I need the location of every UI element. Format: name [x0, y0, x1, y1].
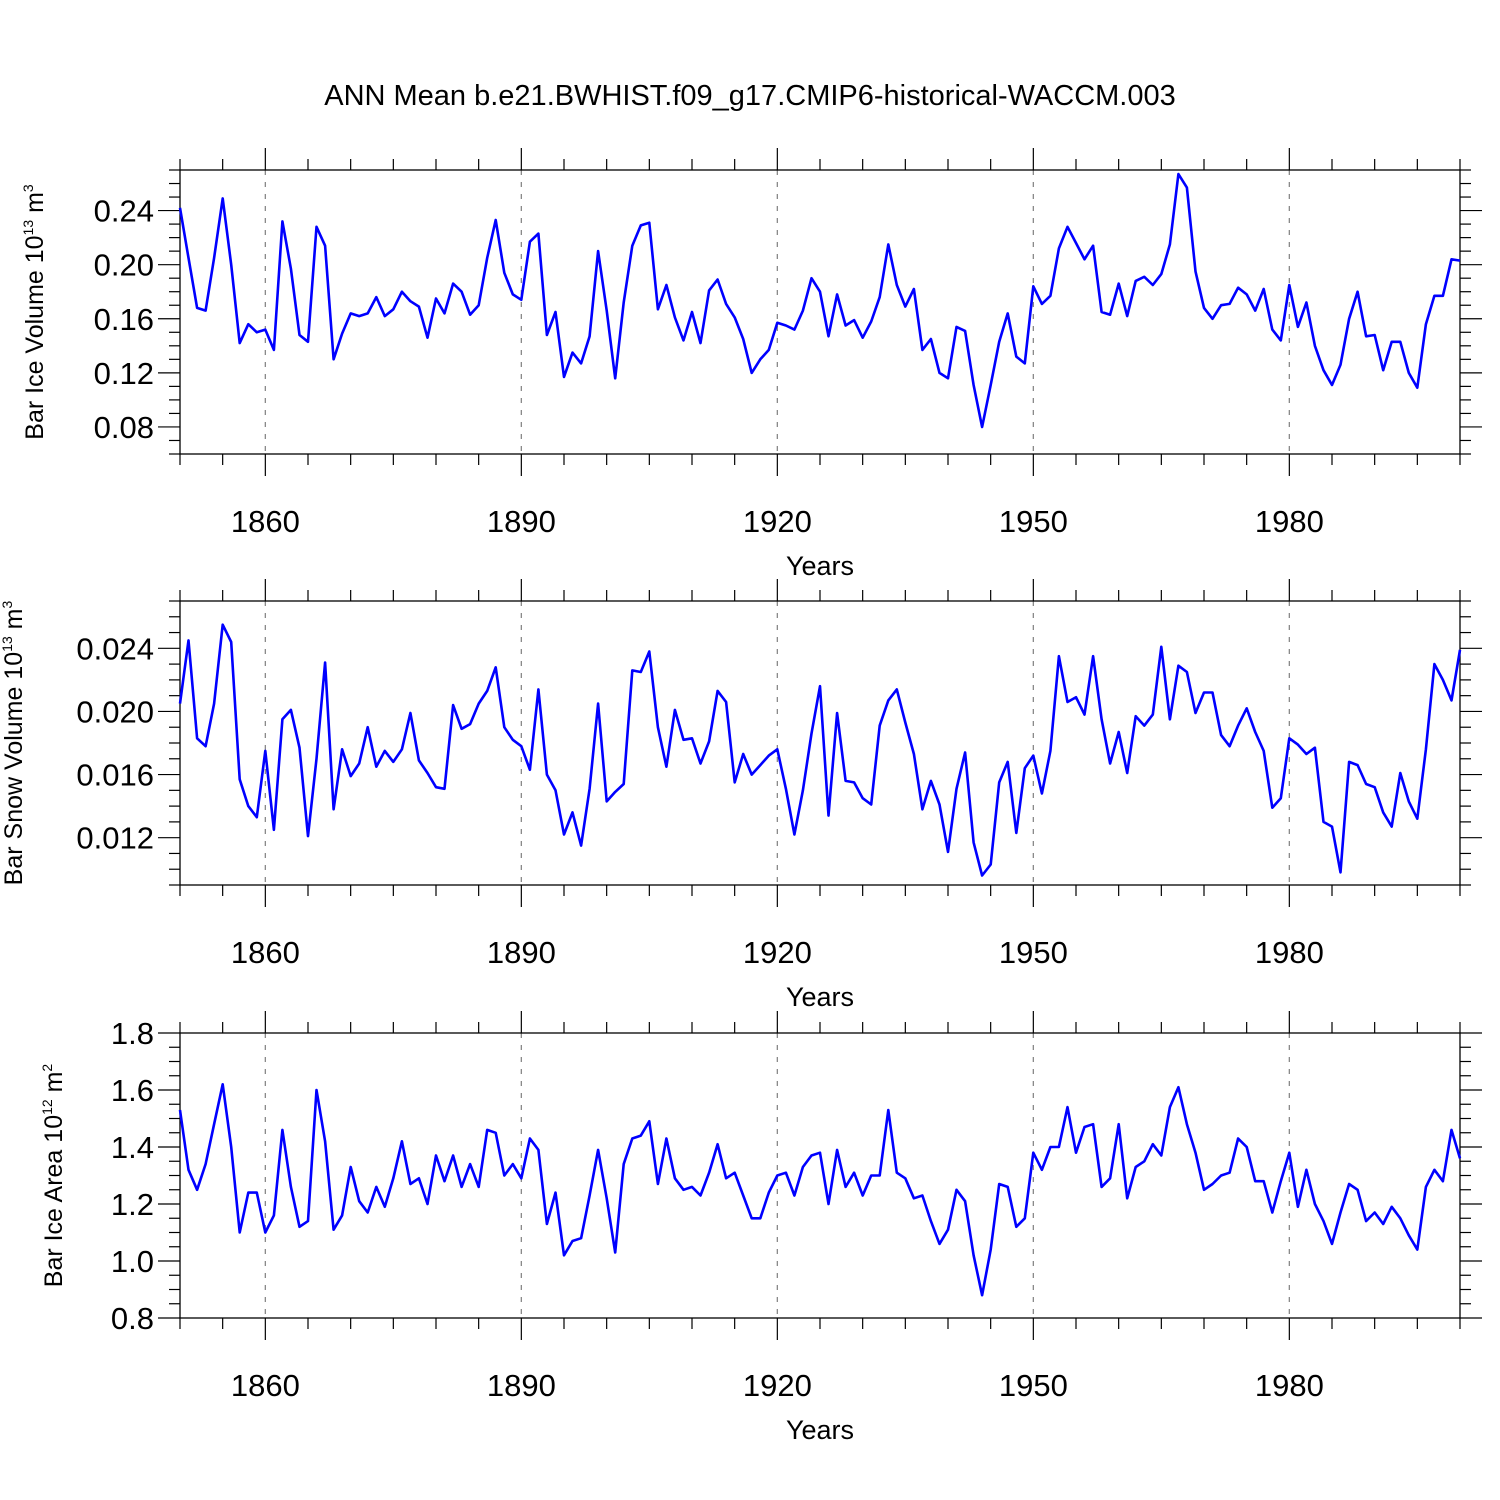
y-tick-label: 0.12: [94, 356, 154, 391]
series-line-ice-volume: [178, 172, 1461, 429]
series-line-snow-volume: [178, 623, 1462, 877]
y-tick-label: 0.08: [94, 410, 154, 445]
x-axis-title: Years: [786, 982, 854, 1012]
x-tick-label-1980: 1980: [1255, 504, 1324, 539]
y-tick-label: 1.0: [111, 1244, 154, 1279]
y-axis-title: Bar Ice Volume 1013 m3: [20, 184, 49, 440]
y-tick-label: 0.024: [76, 631, 154, 666]
x-tick-label-1950: 1950: [999, 504, 1068, 539]
y-axis-title: Bar Snow Volume 1013 m3: [0, 600, 28, 885]
y-tick-label: 0.016: [76, 758, 154, 793]
figure-title: ANN Mean b.e21.BWHIST.f09_g17.CMIP6-hist…: [324, 80, 1176, 112]
x-tick-label-1860: 1860: [231, 935, 300, 970]
x-tick-label-1950: 1950: [999, 1368, 1068, 1403]
panel-ice-volume: 1860 1890 1920 1950 1980 0.08 0.12 0.16 0.20 0.24…: [20, 148, 1482, 581]
panel-ice-area: 1860 1890 1920 1950 1980 0.8 1.0 1.2 1.4 1.6 1.8 Ye…: [39, 1011, 1482, 1445]
x-tick-label-1890: 1890: [487, 1368, 556, 1403]
x-tick-label-1860: 1860: [231, 1368, 300, 1403]
x-tick-label-1920: 1920: [743, 935, 812, 970]
y-tick-label: 1.8: [111, 1016, 154, 1051]
x-tick-label-1860: 1860: [231, 504, 300, 539]
y-tick-label: 0.20: [94, 248, 154, 283]
y-tick-label: 0.24: [94, 194, 154, 229]
x-tick-label-1890: 1890: [487, 504, 556, 539]
x-tick-label-1980: 1980: [1255, 935, 1324, 970]
y-tick-label: 1.6: [111, 1073, 154, 1108]
x-tick-label-1980: 1980: [1255, 1368, 1324, 1403]
y-axis-title: Bar Ice Area 1012 m2: [39, 1064, 68, 1288]
y-tick-label: 0.16: [94, 302, 154, 337]
y-tick-label: 0.8: [111, 1301, 154, 1336]
x-tick-label-1890: 1890: [487, 935, 556, 970]
y-tick-label: 0.012: [76, 821, 154, 856]
series-line-ice-area: [178, 1083, 1462, 1297]
x-tick-label-1950: 1950: [999, 935, 1068, 970]
x-tick-label-1920: 1920: [743, 1368, 812, 1403]
y-tick-label: 1.4: [111, 1130, 154, 1165]
x-axis-title: Years: [786, 551, 854, 581]
x-tick-label-1920: 1920: [743, 504, 812, 539]
y-tick-label: 1.2: [111, 1187, 154, 1222]
x-axis-title: Years: [786, 1415, 854, 1445]
plot-frame: [179, 1032, 1461, 1319]
y-tick-label: 0.020: [76, 694, 154, 729]
panel-snow-volume: 1860 1890 1920 1950 1980 0.012 0.016 0.020 0.024…: [0, 579, 1482, 1012]
